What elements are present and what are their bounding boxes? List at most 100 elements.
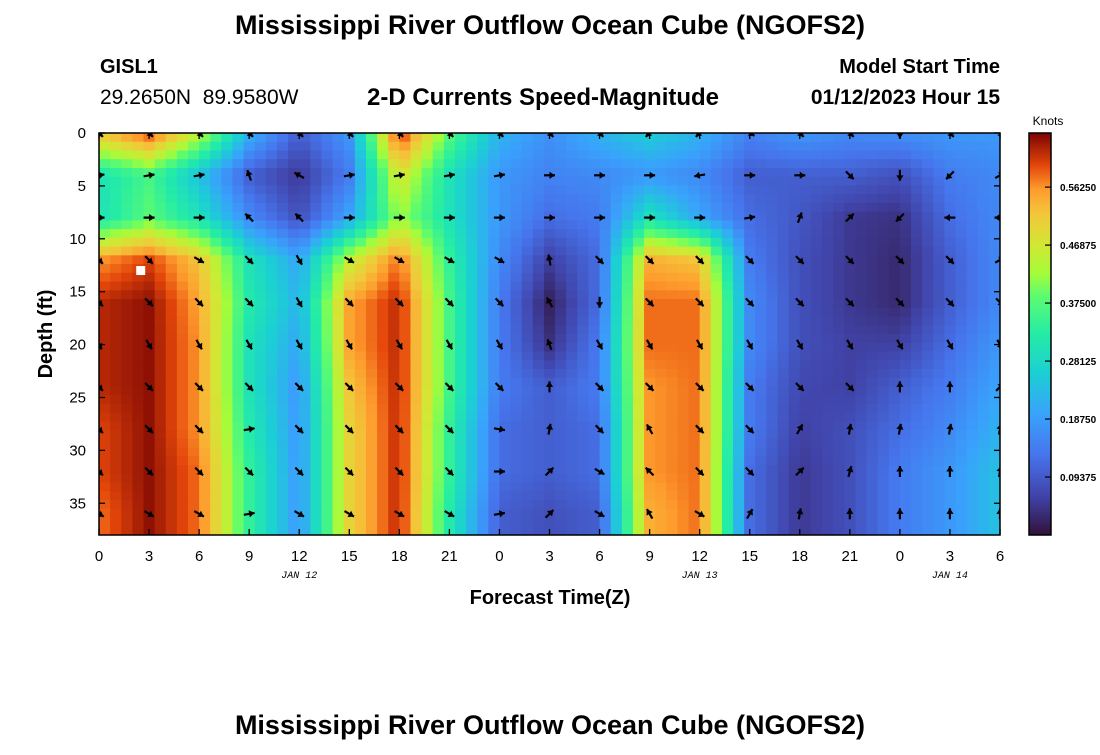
heatmap-cell: [265, 360, 278, 370]
heatmap-cell: [488, 456, 501, 466]
heatmap-cell: [688, 202, 701, 213]
heatmap-cell: [176, 272, 189, 283]
heatmap-cell: [788, 342, 801, 353]
heatmap-cell: [555, 246, 567, 256]
heatmap-cell: [132, 526, 145, 535]
heatmap-cell: [110, 412, 122, 422]
heatmap-cell: [110, 246, 122, 256]
heatmap-cell: [443, 264, 456, 274]
heatmap-cell: [855, 246, 868, 256]
heatmap-cell: [822, 403, 834, 414]
heatmap-cell: [788, 237, 801, 248]
heatmap-cell: [410, 386, 423, 396]
heatmap-cell: [254, 377, 267, 388]
heatmap-cell: [977, 360, 990, 370]
heatmap-cell: [866, 412, 879, 422]
y-tick-label: 20: [69, 337, 86, 354]
heatmap-cell: [432, 237, 445, 248]
heatmap-cell: [666, 377, 679, 388]
heatmap-cell: [388, 237, 400, 248]
heatmap-cell: [666, 272, 679, 283]
heatmap-cell: [143, 237, 156, 248]
heatmap-cell: [721, 246, 734, 256]
heatmap-cell: [744, 176, 756, 187]
heatmap-cell: [666, 421, 679, 431]
heatmap-cell: [777, 307, 790, 318]
heatmap-cell: [588, 299, 601, 309]
heatmap-cell: [944, 307, 957, 318]
heatmap-cell: [143, 456, 156, 466]
heatmap-cell: [855, 447, 868, 457]
heatmap-cell: [399, 246, 412, 256]
heatmap-cell: [766, 360, 779, 370]
current-arrow: [495, 339, 504, 350]
heatmap-cell: [699, 438, 712, 449]
heatmap-cell: [143, 421, 156, 431]
heatmap-cell: [721, 473, 734, 484]
heatmap-cell: [555, 176, 567, 187]
heatmap-cell: [755, 368, 767, 379]
heatmap-cell: [221, 421, 234, 431]
heatmap-cell: [310, 246, 323, 256]
heatmap-cell: [744, 465, 756, 475]
heatmap-cell: [677, 465, 690, 475]
heatmap-cell: [933, 159, 945, 169]
heatmap-cell: [966, 395, 979, 405]
model-start-label: Model Start Time: [839, 56, 1000, 78]
heatmap-cell: [977, 194, 990, 204]
heatmap-cell: [755, 377, 767, 388]
heatmap-cell: [666, 255, 679, 265]
heatmap-cell: [644, 281, 656, 291]
heatmap-cell: [265, 290, 278, 300]
heatmap-cell: [777, 176, 790, 187]
heatmap-cell: [699, 290, 712, 300]
heatmap-cell: [276, 141, 289, 152]
heatmap-cell: [799, 176, 812, 187]
heatmap-cell: [977, 491, 990, 501]
heatmap-cell: [399, 465, 412, 475]
heatmap-cell: [343, 194, 356, 204]
current-arrow: [745, 255, 755, 265]
heatmap-cell: [955, 167, 968, 178]
heatmap-cell: [988, 360, 1000, 370]
heatmap-cell: [977, 141, 990, 152]
heatmap-cell: [766, 159, 779, 169]
colorbar-units: Knots: [1033, 114, 1064, 128]
heatmap-cell: [521, 517, 534, 527]
heatmap-cell: [922, 237, 934, 248]
heatmap-cell: [410, 491, 423, 501]
heatmap-cell: [332, 159, 345, 169]
heatmap-cell: [677, 307, 690, 318]
heatmap-cell: [721, 334, 734, 344]
heatmap-cell: [621, 491, 634, 501]
heatmap-cell: [644, 194, 656, 204]
heatmap-cell: [243, 307, 256, 318]
heatmap-cell: [510, 150, 523, 160]
heatmap-cell: [399, 237, 412, 248]
heatmap-cell: [621, 500, 634, 510]
heatmap-cell: [955, 237, 968, 248]
heatmap-cell: [221, 430, 234, 440]
current-arrow: [795, 466, 805, 477]
current-arrow: [295, 254, 303, 266]
heatmap-cell: [944, 237, 957, 248]
heatmap-cell: [866, 517, 879, 527]
heatmap-cell: [632, 438, 645, 449]
heatmap-cell: [833, 229, 845, 239]
heatmap-cell: [922, 447, 934, 457]
heatmap-cell: [855, 482, 868, 492]
heatmap-cell: [833, 316, 845, 326]
heatmap-cell: [276, 438, 289, 449]
heatmap-cell: [855, 307, 868, 318]
heatmap-cell: [988, 395, 1000, 405]
heatmap-cell: [788, 482, 801, 492]
heatmap-cell: [510, 237, 523, 248]
heatmap-cell: [777, 255, 790, 265]
heatmap-cell: [143, 491, 156, 501]
heatmap-cell: [844, 430, 856, 440]
heatmap-cell: [410, 202, 423, 213]
heatmap-cell: [332, 438, 345, 449]
heatmap-cell: [232, 500, 245, 510]
heatmap-cell: [822, 342, 834, 353]
colorbar-tick-label: 0.18750: [1060, 415, 1097, 426]
